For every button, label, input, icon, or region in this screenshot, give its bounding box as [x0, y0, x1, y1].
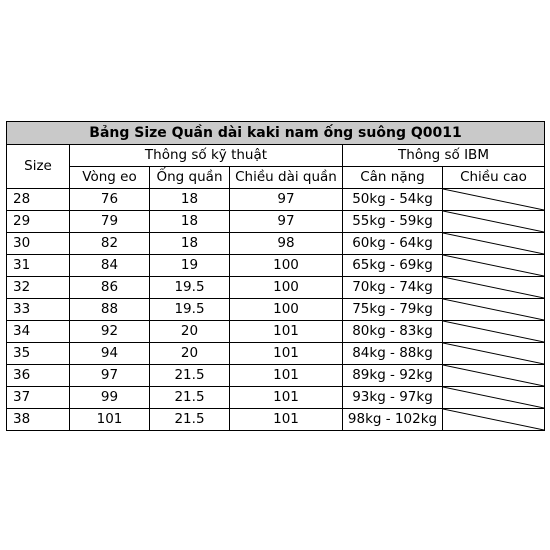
- cell-weight: 55kg - 59kg: [342, 210, 443, 233]
- cell-leg: 21.5: [149, 408, 230, 431]
- table-row: 29 79 18 97 55kg - 59kg: [6, 210, 545, 233]
- cell-waist: 99: [69, 386, 150, 409]
- cell-leg: 18: [149, 210, 230, 233]
- header-waist: Vòng eo: [69, 166, 150, 189]
- diagonal-line: [443, 409, 544, 430]
- header-length: Chiều dài quần: [229, 166, 343, 189]
- cell-weight: 50kg - 54kg: [342, 188, 443, 211]
- cell-length: 101: [229, 342, 343, 365]
- size-table: Bảng Size Quần dài kaki nam ống suông Q0…: [6, 121, 545, 431]
- cell-height: [442, 386, 545, 409]
- cell-waist: 76: [69, 188, 150, 211]
- cell-size: 37: [6, 386, 70, 409]
- size-chart: Bảng Size Quần dài kaki nam ống suông Q0…: [6, 121, 545, 431]
- cell-weight: 60kg - 64kg: [342, 232, 443, 255]
- cell-waist: 79: [69, 210, 150, 233]
- table-row: 33 88 19.5 100 75kg - 79kg: [6, 298, 545, 321]
- cell-leg: 19: [149, 254, 230, 277]
- diagonal-line: [443, 343, 544, 364]
- cell-waist: 84: [69, 254, 150, 277]
- cell-height: [442, 210, 545, 233]
- table-row: 38 101 21.5 101 98kg - 102kg: [6, 408, 545, 431]
- table-row: 37 99 21.5 101 93kg - 97kg: [6, 386, 545, 409]
- diagonal-line: [443, 387, 544, 408]
- cell-size: 35: [6, 342, 70, 365]
- cell-size: 33: [6, 298, 70, 321]
- header-group-spec: Thông số kỹ thuật: [69, 144, 343, 167]
- cell-height: [442, 298, 545, 321]
- table-title: Bảng Size Quần dài kaki nam ống suông Q0…: [6, 121, 545, 145]
- cell-size: 28: [6, 188, 70, 211]
- cell-waist: 86: [69, 276, 150, 299]
- cell-height: [442, 276, 545, 299]
- diagonal-line: [443, 299, 544, 320]
- cell-size: 29: [6, 210, 70, 233]
- cell-length: 101: [229, 408, 343, 431]
- cell-height: [442, 364, 545, 387]
- cell-weight: 84kg - 88kg: [342, 342, 443, 365]
- cell-leg: 20: [149, 320, 230, 343]
- header-leg: Ống quần: [149, 166, 230, 189]
- diagonal-line: [443, 211, 544, 232]
- cell-leg: 18: [149, 232, 230, 255]
- diagonal-line: [443, 321, 544, 342]
- cell-leg: 19.5: [149, 276, 230, 299]
- table-row: 32 86 19.5 100 70kg - 74kg: [6, 276, 545, 299]
- diagonal-line: [443, 233, 544, 254]
- cell-leg: 18: [149, 188, 230, 211]
- cell-height: [442, 232, 545, 255]
- header-weight: Cân nặng: [342, 166, 443, 189]
- diagonal-line: [443, 277, 544, 298]
- cell-weight: 65kg - 69kg: [342, 254, 443, 277]
- table-row: 36 97 21.5 101 89kg - 92kg: [6, 364, 545, 387]
- header-height: Chiều cao: [442, 166, 545, 189]
- cell-length: 101: [229, 364, 343, 387]
- cell-weight: 75kg - 79kg: [342, 298, 443, 321]
- cell-waist: 94: [69, 342, 150, 365]
- cell-size: 31: [6, 254, 70, 277]
- header-size: Size: [6, 144, 70, 189]
- cell-size: 30: [6, 232, 70, 255]
- cell-height: [442, 408, 545, 431]
- cell-length: 100: [229, 298, 343, 321]
- cell-weight: 93kg - 97kg: [342, 386, 443, 409]
- table-row: 34 92 20 101 80kg - 83kg: [6, 320, 545, 343]
- table-row: 30 82 18 98 60kg - 64kg: [6, 232, 545, 255]
- cell-waist: 97: [69, 364, 150, 387]
- cell-size: 36: [6, 364, 70, 387]
- cell-weight: 98kg - 102kg: [342, 408, 443, 431]
- cell-leg: 21.5: [149, 386, 230, 409]
- cell-leg: 21.5: [149, 364, 230, 387]
- cell-waist: 82: [69, 232, 150, 255]
- diagonal-line: [443, 255, 544, 276]
- cell-weight: 89kg - 92kg: [342, 364, 443, 387]
- cell-length: 97: [229, 188, 343, 211]
- cell-length: 100: [229, 254, 343, 277]
- cell-size: 34: [6, 320, 70, 343]
- cell-length: 97: [229, 210, 343, 233]
- cell-weight: 70kg - 74kg: [342, 276, 443, 299]
- cell-size: 32: [6, 276, 70, 299]
- cell-leg: 20: [149, 342, 230, 365]
- cell-waist: 101: [69, 408, 150, 431]
- cell-weight: 80kg - 83kg: [342, 320, 443, 343]
- table-row: 35 94 20 101 84kg - 88kg: [6, 342, 545, 365]
- table-row: 31 84 19 100 65kg - 69kg: [6, 254, 545, 277]
- cell-length: 98: [229, 232, 343, 255]
- cell-size: 38: [6, 408, 70, 431]
- cell-leg: 19.5: [149, 298, 230, 321]
- cell-waist: 92: [69, 320, 150, 343]
- cell-height: [442, 320, 545, 343]
- cell-height: [442, 188, 545, 211]
- cell-waist: 88: [69, 298, 150, 321]
- cell-length: 101: [229, 320, 343, 343]
- header-group-ibm: Thông số IBM: [342, 144, 545, 167]
- cell-length: 100: [229, 276, 343, 299]
- cell-height: [442, 254, 545, 277]
- table-row: 28 76 18 97 50kg - 54kg: [6, 188, 545, 211]
- cell-length: 101: [229, 386, 343, 409]
- diagonal-line: [443, 189, 544, 210]
- cell-height: [442, 342, 545, 365]
- diagonal-line: [443, 365, 544, 386]
